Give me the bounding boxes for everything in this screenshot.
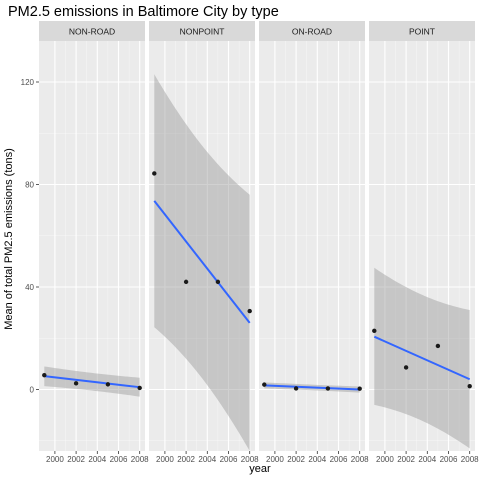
x-tick-label: 2000 (46, 455, 64, 464)
x-tick-label: 2008 (241, 455, 259, 464)
chart-title: PM2.5 emissions in Baltimore City by typ… (8, 4, 279, 20)
fit-line (44, 375, 140, 389)
x-tick-label: 2004 (198, 455, 216, 464)
fit-line (264, 384, 360, 391)
data-point (467, 383, 472, 389)
data-point (262, 382, 267, 387)
data-point (42, 372, 47, 378)
data-point (435, 343, 441, 349)
fit-line (373, 335, 471, 381)
data-point (403, 365, 409, 370)
x-tick-label: 2008 (131, 455, 149, 464)
x-tick-label: 2004 (418, 455, 436, 464)
strip-label: ON-ROAD (292, 27, 332, 37)
strip-background (39, 21, 145, 41)
y-tick-label: 0 (30, 386, 35, 395)
x-tick-label: 2000 (156, 455, 174, 464)
x-tick-label: 2002 (397, 455, 415, 464)
data-point (137, 385, 142, 391)
x-axis-nonpoint: 2000 2002 2004 2006 2008 (156, 451, 259, 464)
x-tick-label: 2006 (110, 455, 128, 464)
x-tick-label: 2006 (220, 455, 238, 464)
x-tick-label: 2002 (287, 455, 305, 464)
data-point (183, 279, 189, 285)
x-tick-label: 2004 (308, 455, 326, 464)
x-tick-label: 2006 (330, 455, 348, 464)
fit-layer (153, 74, 251, 451)
x-tick-label: 2008 (351, 455, 369, 464)
x-tick-label: 2000 (266, 455, 284, 464)
y-tick-label: 40 (25, 283, 34, 292)
x-tick-label: 2000 (376, 455, 394, 464)
panel-background (149, 41, 255, 451)
data-point (293, 386, 299, 391)
strip-background (369, 21, 475, 41)
strip-label: POINT (409, 27, 435, 37)
panel-background (259, 41, 365, 451)
y-tick-label: 80 (25, 181, 34, 190)
panel-background (369, 41, 475, 451)
facet-panels: NON-ROAD NONPOINT ON-ROAD POINT (39, 21, 475, 451)
x-tick-label: 2002 (67, 455, 85, 464)
fit-layer (373, 267, 471, 449)
x-tick-label: 2004 (88, 455, 106, 464)
x-tick-label: 2008 (461, 455, 479, 464)
y-tick-label: 120 (21, 78, 35, 87)
fit-layer (264, 382, 360, 393)
fit-line (153, 200, 251, 324)
x-axis-point: 2000 2002 2004 2006 2008 (376, 451, 479, 464)
data-point (215, 279, 221, 285)
x-axis-title: year (249, 463, 271, 475)
x-axis-non-road: 2000 2002 2004 2006 2008 (46, 451, 149, 464)
x-tick-label: 2002 (177, 455, 195, 464)
y-axis: 0 40 80 120 (21, 78, 39, 395)
y-axis-title: Mean of total PM2.5 emissions (tons) (3, 148, 15, 330)
data-point (152, 171, 157, 176)
fit-layer (44, 366, 140, 397)
data-point (105, 382, 111, 387)
facet-panel-point: POINT (369, 21, 475, 451)
x-axis-on-road: 2000 2002 2004 2006 2008 (266, 451, 369, 464)
data-point (247, 308, 252, 314)
facet-panel-on-road: ON-ROAD (259, 21, 365, 451)
facet-panel-nonpoint: NONPOINT (149, 21, 255, 451)
x-tick-label: 2006 (440, 455, 458, 464)
data-point (372, 328, 377, 334)
strip-background (149, 21, 255, 41)
data-point (325, 386, 331, 391)
strip-background (259, 21, 365, 41)
x-axes: 2000 2002 2004 2006 2008 2000 2002 2004 2006 2008… (46, 451, 479, 464)
strip-label: NONPOINT (180, 27, 225, 37)
data-point (357, 386, 362, 391)
data-point (73, 381, 79, 386)
strip-label: NON-ROAD (69, 27, 115, 37)
facet-panel-non-road: NON-ROAD (39, 21, 145, 451)
